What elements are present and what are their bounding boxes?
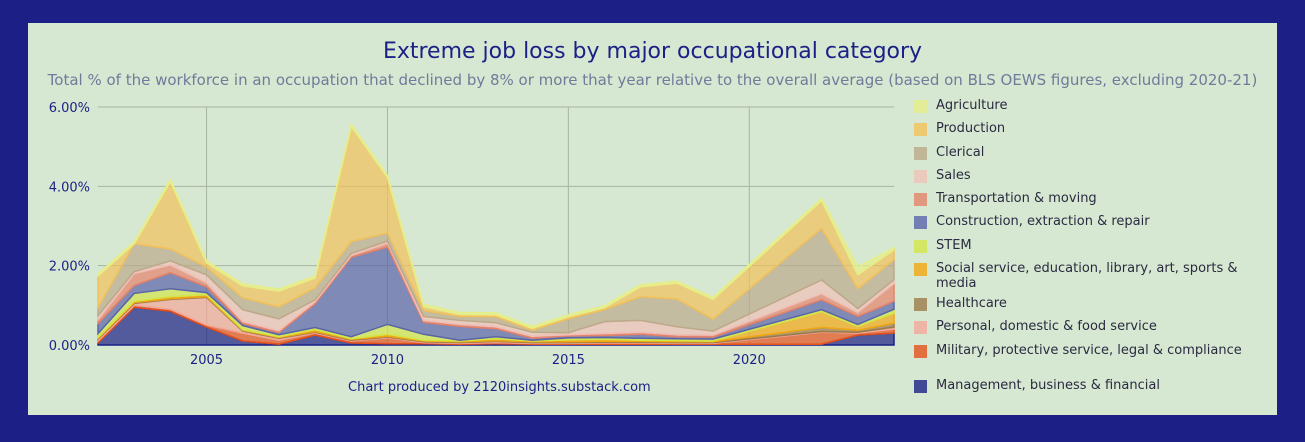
legend-item[interactable]: Healthcare xyxy=(914,296,1254,319)
legend-item[interactable]: Management, business & financial xyxy=(914,378,1254,401)
legend-swatch xyxy=(914,169,927,183)
legend-label: Sales xyxy=(936,167,971,183)
legend-swatch xyxy=(914,146,927,160)
legend-swatch xyxy=(914,344,927,358)
legend-swatch xyxy=(914,298,927,312)
legend-item[interactable]: Social service, education, library, art,… xyxy=(914,261,1254,296)
legend-swatch xyxy=(914,379,927,393)
legend-item[interactable]: Clerical xyxy=(914,145,1254,168)
y-tick-label: 2.00% xyxy=(49,260,90,275)
y-tick-label: 6.00% xyxy=(49,101,90,116)
legend-label: Construction, extraction & repair xyxy=(936,214,1150,230)
chart-plot: 0.00% 2.00% 4.00% 6.00% 2005 2010 2015 2020 xyxy=(49,101,895,368)
x-tick-label: 2005 xyxy=(190,353,223,368)
legend-swatch xyxy=(914,321,927,335)
x-tick-label: 2020 xyxy=(733,353,766,368)
x-tick-label: 2010 xyxy=(371,353,404,368)
legend-item[interactable]: Agriculture xyxy=(914,98,1254,121)
legend-item[interactable]: Personal, domestic & food service xyxy=(914,319,1254,342)
legend-item[interactable]: Transportation & moving xyxy=(914,191,1254,214)
y-tick-label: 4.00% xyxy=(49,180,90,195)
chart-panel: Extreme job loss by major occupational c… xyxy=(28,23,1277,415)
legend-label: STEM xyxy=(936,237,972,253)
area-agriculture xyxy=(97,122,895,330)
legend-label: Agriculture xyxy=(936,98,1008,113)
legend-swatch xyxy=(914,193,927,207)
chart-legend: Agriculture Production Clerical Sales Transp… xyxy=(914,98,1254,401)
legend-label: Clerical xyxy=(936,144,985,160)
x-tick-label: 2015 xyxy=(552,353,585,368)
legend-label: Social service, education, library, art,… xyxy=(936,261,1238,292)
chart-subtitle: Total % of the workforce in an occupatio… xyxy=(47,71,1258,89)
legend-label: Healthcare xyxy=(936,296,1007,312)
legend-item[interactable]: Sales xyxy=(914,168,1254,191)
legend-swatch xyxy=(914,123,927,137)
legend-label: Management, business & financial xyxy=(936,377,1160,393)
legend-item[interactable]: Production xyxy=(914,121,1254,144)
legend-swatch xyxy=(914,239,927,253)
y-tick-label: 0.00% xyxy=(49,339,90,354)
legend-label: Transportation & moving xyxy=(936,191,1097,207)
chart-credit: Chart produced by 2120insights.substack.… xyxy=(348,380,651,395)
legend-swatch xyxy=(914,100,927,113)
legend-label: Military, protective service, legal & co… xyxy=(936,342,1242,358)
legend-swatch xyxy=(914,216,927,230)
legend-item[interactable]: STEM xyxy=(914,238,1254,261)
legend-label: Production xyxy=(936,121,1006,137)
legend-swatch xyxy=(914,263,927,277)
legend-item[interactable]: Military, protective service, legal & co… xyxy=(914,343,1254,378)
chart-title: Extreme job loss by major occupational c… xyxy=(382,39,923,64)
legend-label: Personal, domestic & food service xyxy=(936,319,1157,335)
legend-item[interactable]: Construction, extraction & repair xyxy=(914,214,1254,237)
